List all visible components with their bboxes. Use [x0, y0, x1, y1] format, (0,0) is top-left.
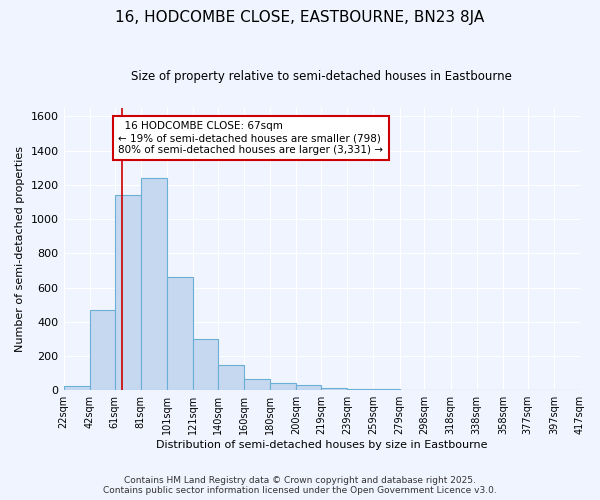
X-axis label: Distribution of semi-detached houses by size in Eastbourne: Distribution of semi-detached houses by … [156, 440, 488, 450]
Bar [270, 382, 296, 390]
Bar [244, 379, 270, 390]
Bar [89, 310, 115, 390]
Bar [321, 388, 347, 390]
Y-axis label: Number of semi-detached properties: Number of semi-detached properties [15, 146, 25, 352]
Bar [115, 195, 140, 390]
Text: 16 HODCOMBE CLOSE: 67sqm
← 19% of semi-detached houses are smaller (798)
80% of : 16 HODCOMBE CLOSE: 67sqm ← 19% of semi-d… [118, 122, 383, 154]
Bar [140, 178, 167, 390]
Title: Size of property relative to semi-detached houses in Eastbourne: Size of property relative to semi-detach… [131, 70, 512, 83]
Bar [167, 277, 193, 390]
Bar [296, 385, 321, 390]
Bar [193, 339, 218, 390]
Bar [64, 386, 89, 390]
Text: Contains HM Land Registry data © Crown copyright and database right 2025.
Contai: Contains HM Land Registry data © Crown c… [103, 476, 497, 495]
Text: 16, HODCOMBE CLOSE, EASTBOURNE, BN23 8JA: 16, HODCOMBE CLOSE, EASTBOURNE, BN23 8JA [115, 10, 485, 25]
Bar [218, 364, 244, 390]
